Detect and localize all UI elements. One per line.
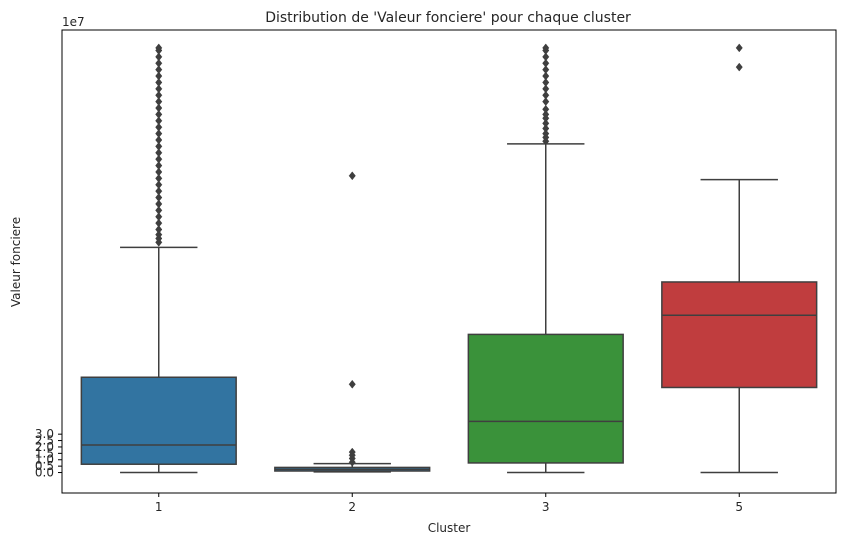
x-axis-label: Cluster: [428, 521, 471, 535]
outlier-point: [542, 43, 550, 53]
outlier-point: [155, 110, 163, 119]
y-tick-label: 2.0: [35, 440, 54, 454]
outlier-point: [155, 154, 163, 164]
outlier-point: [155, 129, 163, 138]
y-axis-label: Valeur fonciere: [9, 217, 23, 307]
outlier-point: [155, 141, 163, 151]
iqr-box: [80, 376, 237, 465]
outlier-point: [155, 135, 163, 145]
y-tick-label: 3.0: [35, 427, 54, 441]
outlier-point: [542, 124, 550, 133]
plot-area: [80, 43, 818, 474]
outlier-point: [155, 97, 163, 107]
outlier-point: [542, 118, 550, 128]
iqr-box: [467, 333, 624, 464]
box-cluster-1: [80, 43, 237, 474]
outlier-point: [542, 129, 550, 138]
chart-title: Distribution de 'Valeur fonciere' pour c…: [265, 10, 631, 26]
x-axis: 1 2 3 5: [155, 493, 743, 514]
y-scale-label: 1e7: [62, 15, 85, 29]
outlier-point: [155, 90, 163, 100]
outlier-point: [155, 180, 163, 190]
plot-frame: [61, 29, 837, 494]
outlier-point: [542, 110, 550, 119]
outlier-point: [155, 225, 163, 234]
outlier-point: [155, 212, 163, 222]
outlier-point: [542, 84, 550, 94]
outlier-point: [155, 122, 163, 132]
outlier-point: [155, 65, 163, 75]
box-cluster-3: [467, 43, 624, 474]
outlier-point: [735, 62, 743, 72]
outlier-point: [155, 78, 163, 87]
box-cluster-2: [274, 171, 431, 473]
outlier-point: [155, 230, 163, 240]
outlier-point: [155, 116, 163, 126]
outlier-point: [155, 103, 163, 113]
outlier-point: [155, 71, 163, 81]
iqr-box: [661, 281, 818, 389]
x-tick-label: 1: [155, 500, 163, 514]
x-tick-label: 5: [735, 500, 743, 514]
outlier-point: [735, 43, 743, 53]
outlier-point: [542, 78, 550, 87]
outlier-point: [542, 58, 550, 68]
outlier-point: [155, 43, 163, 53]
outlier-point: [542, 90, 550, 100]
x-tick-label: 2: [348, 500, 356, 514]
outlier-point: [542, 71, 550, 81]
y-tick-label: 0.5: [35, 459, 54, 473]
x-tick-label: 3: [542, 500, 550, 514]
outlier-point: [155, 84, 163, 94]
outlier-point: [155, 58, 163, 68]
y-tick-label: 1.0: [35, 453, 54, 467]
outlier-point: [155, 218, 163, 228]
outlier-point: [542, 104, 550, 114]
y-tick-label: 0.0: [35, 466, 54, 480]
outlier-point: [542, 97, 550, 107]
outlier-point: [155, 199, 163, 209]
outlier-point: [155, 173, 163, 183]
outlier-point: [542, 52, 550, 62]
outlier-point: [155, 161, 163, 170]
box-cluster-5: [661, 43, 818, 474]
outlier-point: [155, 167, 163, 177]
outlier-point: [155, 186, 163, 196]
outlier-point: [155, 193, 163, 202]
outlier-point: [542, 65, 550, 75]
outlier-point: [348, 171, 356, 181]
y-tick-label: 2.5: [35, 434, 54, 448]
outlier-point: [155, 148, 163, 158]
outlier-point: [348, 379, 356, 389]
outlier-point: [155, 205, 163, 215]
y-axis: 0.00.51.01.52.02.53.0: [35, 427, 62, 480]
y-tick-label: 1.5: [35, 446, 54, 460]
outlier-point: [155, 52, 163, 62]
outlier-point: [348, 447, 356, 457]
